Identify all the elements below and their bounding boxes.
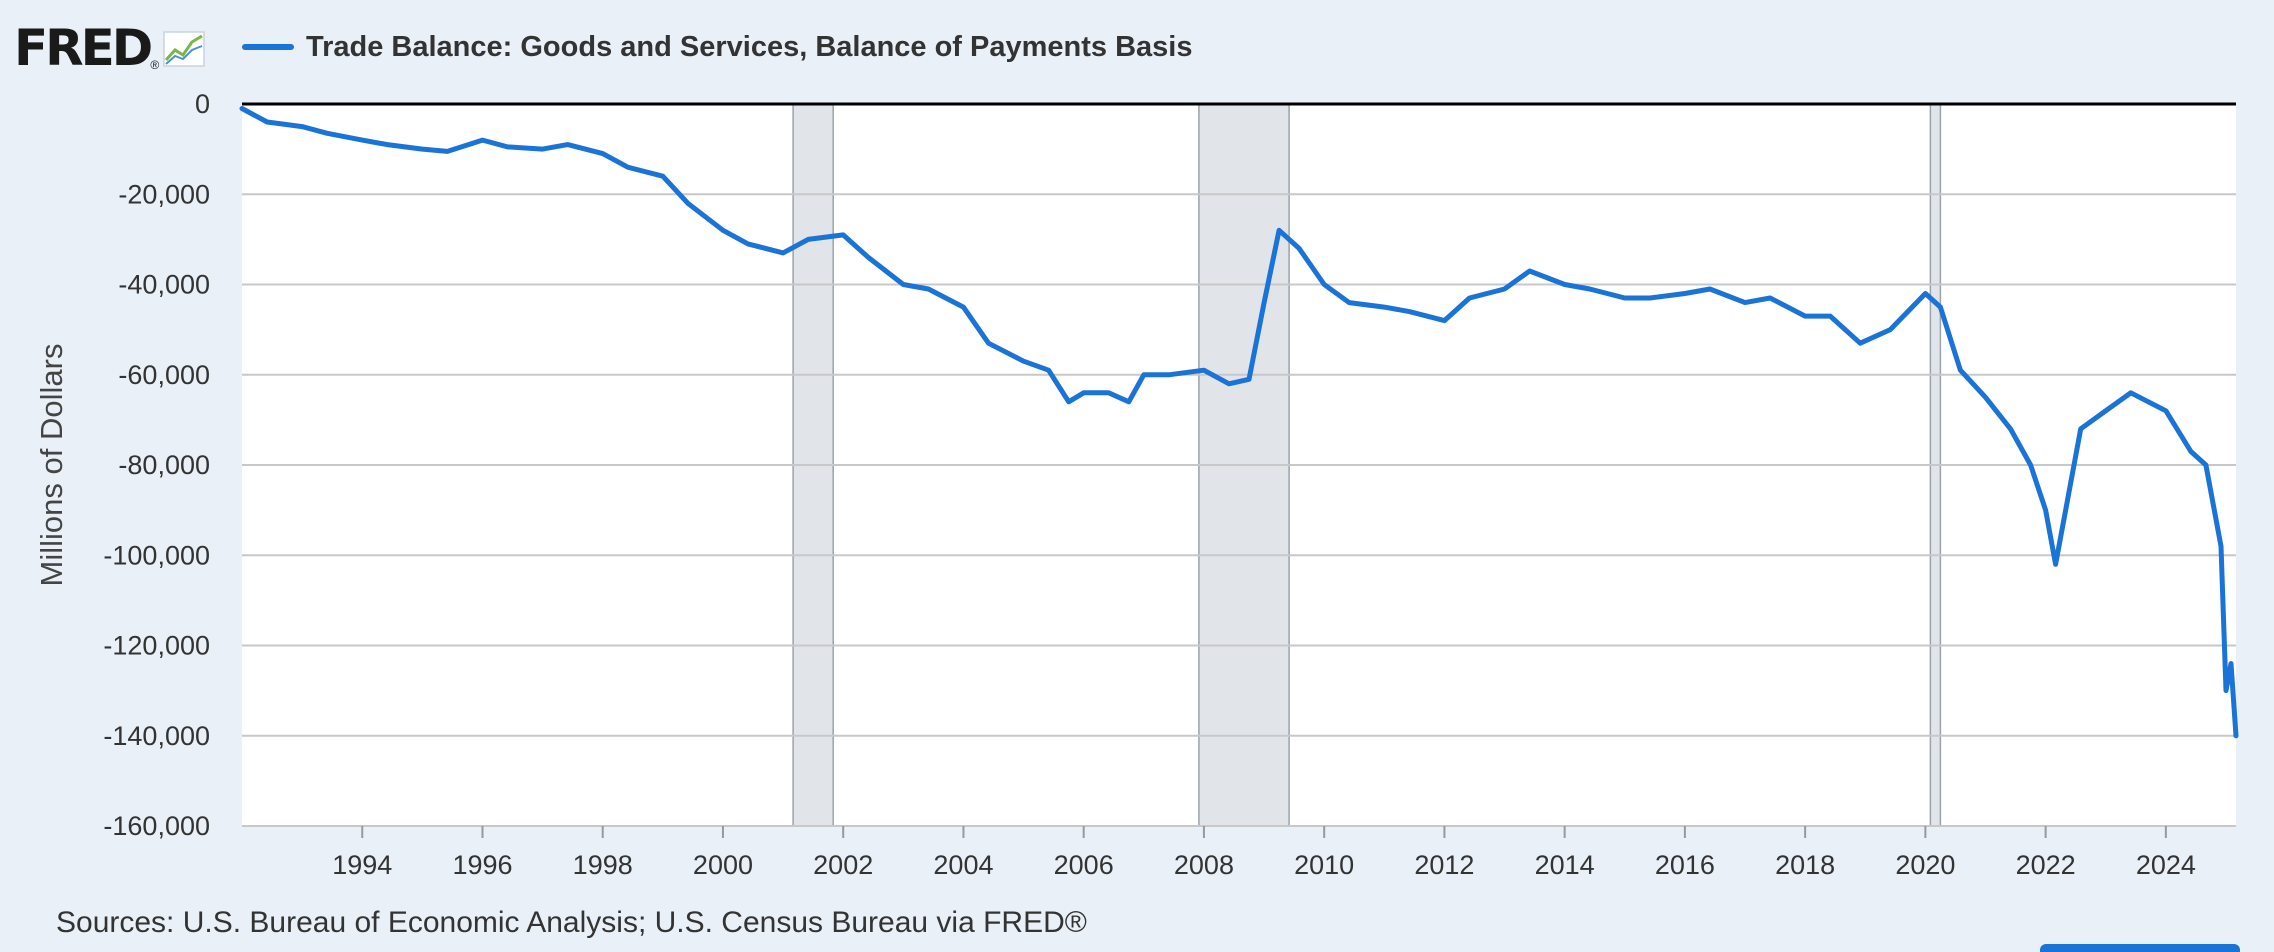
x-tick-label: 2018	[1775, 850, 1835, 880]
x-tick-label: 2022	[2016, 850, 2076, 880]
x-tick-label: 2016	[1655, 850, 1715, 880]
fred-graph-icon	[163, 31, 205, 67]
gridlines	[242, 193, 2236, 827]
x-tick-label: 2008	[1174, 850, 1234, 880]
x-tick-label: 2020	[1895, 850, 1955, 880]
x-tick-label: 2012	[1414, 850, 1474, 880]
series-line	[239, 106, 2239, 739]
x-tick-label: 2000	[693, 850, 753, 880]
y-axis-ticks: 0 -20,000 -40,000 -60,000 -80,000 -100,000 -12…	[103, 89, 210, 841]
source-note: Sources: U.S. Bureau of Economic Analysi…	[56, 906, 1087, 939]
x-tick-label: 1996	[452, 850, 512, 880]
x-tick-label: 2002	[813, 850, 873, 880]
x-tick-label: 2010	[1294, 850, 1354, 880]
x-tick-label: 1998	[573, 850, 633, 880]
fred-logo-registered-mark: ®	[150, 58, 160, 72]
y-tick-label: -140,000	[103, 721, 210, 751]
y-axis-title: Millions of Dollars	[34, 344, 69, 587]
legend-label: Trade Balance: Goods and Services, Balan…	[306, 30, 1193, 63]
x-tick-label: 2024	[2136, 850, 2196, 880]
legend-swatch	[242, 44, 294, 50]
x-tick-label: 2004	[933, 850, 993, 880]
y-tick-label: -80,000	[118, 450, 210, 480]
x-tick-label: 2006	[1054, 850, 1114, 880]
fred-logo-text: FRED	[14, 19, 153, 77]
chart-legend: Trade Balance: Goods and Services, Balan…	[242, 26, 1192, 68]
y-tick-label: -60,000	[118, 360, 210, 390]
y-tick-label: -20,000	[118, 179, 210, 209]
y-tick-label: -100,000	[103, 540, 210, 570]
y-tick-label: -40,000	[118, 270, 210, 300]
y-tick-label: -160,000	[103, 811, 210, 841]
edit-graph-tab[interactable]	[2040, 944, 2240, 952]
y-tick-label: -120,000	[103, 631, 210, 661]
x-tick-label: 1994	[332, 850, 392, 880]
x-axis-ticks: 1994 1996 1998 2000 2002 2004 2006 2008 2010 2012…	[332, 826, 2196, 880]
y-tick-label: 0	[195, 89, 210, 119]
fred-logo[interactable]: FRED ®	[14, 18, 207, 78]
x-tick-label: 2014	[1535, 850, 1595, 880]
